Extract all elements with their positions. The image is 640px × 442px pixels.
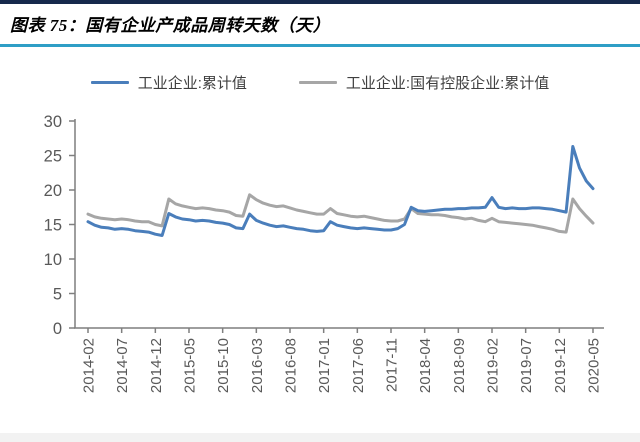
x-axis-label: 2016-08	[283, 338, 300, 393]
x-axis-label: 2019-12	[552, 338, 569, 393]
series-line-state-holding	[86, 193, 595, 234]
legend-item-industrial-total: 工业企业:累计值	[90, 72, 247, 93]
y-axis-label: 5	[53, 286, 62, 304]
legend-label-industrial-total: 工业企业:累计值	[137, 75, 247, 92]
x-axis-label: 2017-11	[384, 338, 401, 392]
x-axis-label: 2019-02	[485, 338, 502, 393]
series-line-industrial-total	[86, 145, 595, 237]
figure-title-bar: 图表 75：国有企业产成品周转天数（天）	[0, 0, 640, 47]
y-axis-label: 15	[44, 217, 62, 235]
legend-item-state-holding: 工业企业:国有控股企业:累计值	[298, 72, 550, 93]
x-axis-label: 2020-05	[586, 338, 603, 393]
y-axis-label: 30	[44, 113, 62, 131]
y-axis-label: 10	[44, 251, 62, 269]
legend-line-swatch-blue	[90, 81, 129, 84]
x-axis-label: 2014-02	[81, 338, 98, 393]
legend-line-swatch-gray	[298, 81, 337, 84]
x-axis-label: 2018-04	[417, 338, 434, 393]
x-axis-label: 2017-06	[350, 338, 367, 393]
x-axis-label: 2014-12	[148, 338, 165, 393]
bottom-strip	[0, 433, 640, 442]
x-axis-label: 2018-09	[451, 338, 468, 393]
y-axis-label: 20	[44, 182, 62, 200]
chart-legend: 工业企业:累计值 工业企业:国有控股企业:累计值	[0, 72, 640, 93]
legend-label-state-holding: 工业企业:国有控股企业:累计值	[345, 75, 550, 92]
y-axis-label: 0	[53, 320, 62, 338]
x-axis-label: 2016-03	[249, 338, 266, 393]
x-axis-label: 2017-01	[316, 338, 333, 393]
x-axis-label: 2014-07	[114, 338, 131, 393]
x-axis-label: 2019-07	[518, 338, 535, 393]
x-axis-label: 2015-05	[182, 338, 199, 393]
x-axis-label: 2015-10	[215, 338, 232, 393]
y-axis-label: 25	[44, 148, 62, 166]
figure-title: 图表 75：国有企业产成品周转天数（天）	[10, 16, 331, 35]
